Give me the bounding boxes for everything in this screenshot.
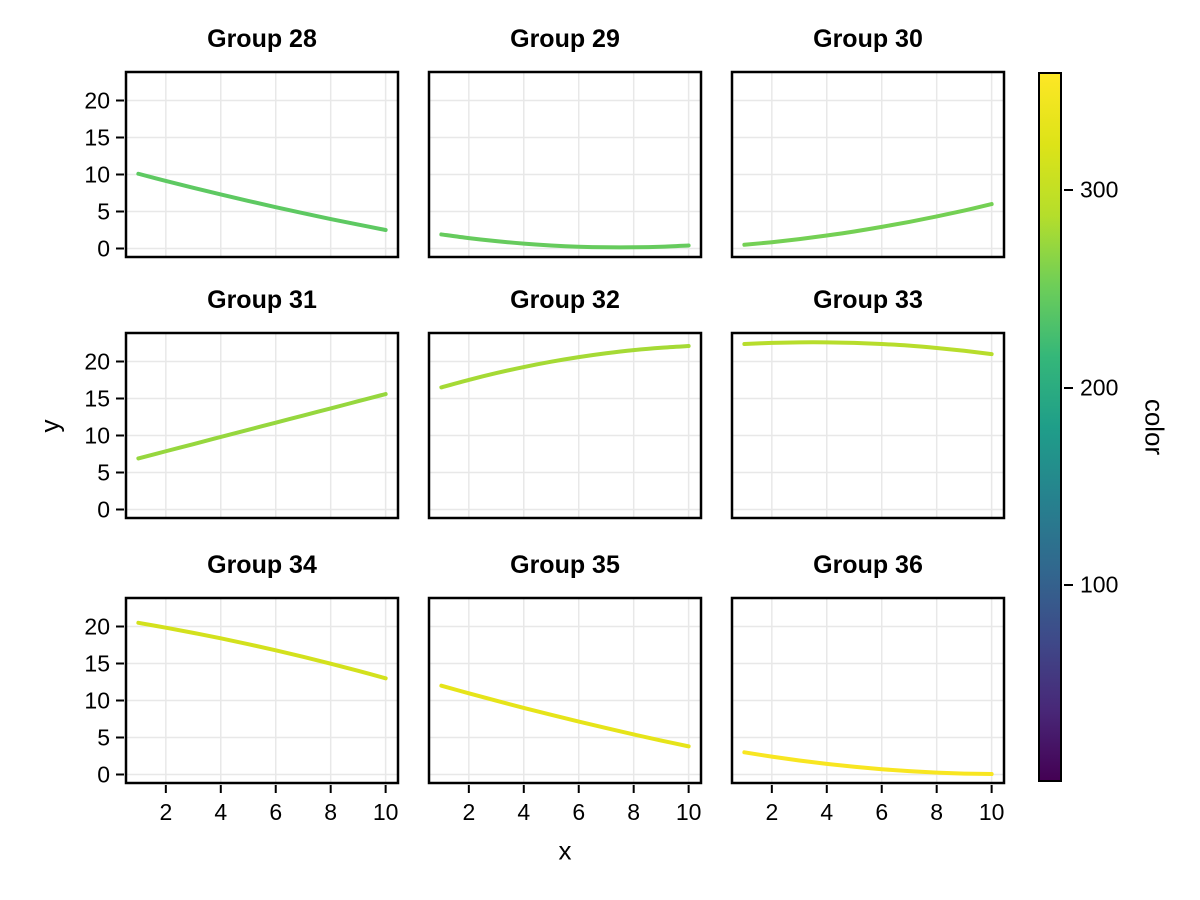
facet-group-32: Group 32 bbox=[427, 286, 703, 520]
facet-title: Group 36 bbox=[813, 551, 923, 579]
facet-panel: 0 5 10 15 20 2 4 6 8 10 bbox=[84, 596, 400, 825]
facet-panel: 2 4 6 8 10 bbox=[730, 596, 1006, 825]
colorbar-label: color bbox=[1139, 398, 1170, 456]
facet-panel bbox=[730, 331, 1006, 520]
facet-group-31: Group 31 0 5 10 15 20 bbox=[84, 286, 400, 522]
panel-border bbox=[427, 70, 703, 259]
facet-title: Group 30 bbox=[813, 25, 923, 53]
y-tick-label: 15 bbox=[84, 650, 110, 676]
panel-border bbox=[730, 596, 1006, 785]
y-tick-label: 10 bbox=[84, 161, 110, 187]
series-line bbox=[136, 171, 388, 232]
x-tick-label: 4 bbox=[517, 799, 530, 825]
x-tick-label: 6 bbox=[572, 799, 585, 825]
panel-border bbox=[730, 331, 1006, 520]
facet-panel: 0 5 10 15 20 bbox=[84, 331, 400, 522]
panel-border bbox=[427, 596, 703, 785]
facet-group-28: Group 28 0 5 10 15 20 bbox=[84, 25, 400, 261]
x-tick-label: 2 bbox=[462, 799, 475, 825]
x-tick-label: 8 bbox=[930, 799, 943, 825]
panel-border bbox=[124, 596, 400, 785]
facet-title: Group 32 bbox=[510, 286, 620, 314]
facet-panel bbox=[427, 331, 703, 520]
colorbar-tick-mark bbox=[1064, 386, 1073, 389]
x-tick-label: 8 bbox=[324, 799, 337, 825]
colorbar-tick-label: 200 bbox=[1080, 374, 1119, 401]
series-line bbox=[439, 232, 691, 250]
colorbar-tick-label: 300 bbox=[1080, 176, 1119, 203]
x-tick-label: 6 bbox=[875, 799, 888, 825]
y-tick-label: 10 bbox=[84, 422, 110, 448]
series-line bbox=[439, 683, 691, 749]
x-axis-label: x bbox=[558, 835, 572, 866]
x-tick-label: 2 bbox=[765, 799, 778, 825]
series-line bbox=[439, 344, 691, 390]
y-tick-label: 10 bbox=[84, 687, 110, 713]
facet-panel bbox=[427, 70, 703, 259]
series-line bbox=[136, 620, 388, 681]
colorbar-tick-mark bbox=[1064, 583, 1073, 586]
panel-border bbox=[730, 70, 1006, 259]
x-tick-label: 6 bbox=[269, 799, 282, 825]
facet-group-36: Group 36 2 4 6 8 10 bbox=[730, 551, 1006, 825]
facet-title: Group 28 bbox=[207, 25, 317, 53]
colorbar-gradient bbox=[1038, 72, 1062, 782]
x-tick-label: 8 bbox=[627, 799, 640, 825]
colorbar-tick-mark bbox=[1064, 189, 1073, 192]
y-tick-label: 0 bbox=[97, 496, 110, 522]
y-tick-label: 0 bbox=[97, 761, 110, 787]
panel-border bbox=[124, 331, 400, 520]
x-tick-label: 10 bbox=[676, 799, 702, 825]
facet-title: Group 31 bbox=[207, 286, 317, 314]
facet-group-33: Group 33 bbox=[730, 286, 1006, 520]
colorbar: color 100 200 300 bbox=[1038, 72, 1200, 782]
facet-title: Group 34 bbox=[207, 551, 317, 579]
y-tick-label: 15 bbox=[84, 124, 110, 150]
facet-group-30: Group 30 bbox=[730, 25, 1006, 259]
facet-title: Group 35 bbox=[510, 551, 620, 579]
y-tick-label: 5 bbox=[97, 724, 110, 750]
x-tick-label: 4 bbox=[214, 799, 227, 825]
facet-title: Group 29 bbox=[510, 25, 620, 53]
series-line bbox=[136, 392, 388, 461]
facet-group-35: Group 35 2 4 6 8 10 bbox=[427, 551, 703, 825]
y-tick-label: 5 bbox=[97, 459, 110, 485]
facet-title: Group 33 bbox=[813, 286, 923, 314]
x-tick-label: 10 bbox=[373, 799, 399, 825]
colorbar-tick-label: 100 bbox=[1080, 571, 1119, 598]
series-line bbox=[742, 202, 994, 247]
y-tick-label: 20 bbox=[84, 613, 110, 639]
y-tick-label: 20 bbox=[84, 87, 110, 113]
facet-group-34: Group 34 0 5 10 15 20 2 4 6 8 10 bbox=[84, 551, 400, 825]
y-tick-label: 20 bbox=[84, 348, 110, 374]
x-tick-label: 10 bbox=[979, 799, 1005, 825]
panel-border bbox=[427, 331, 703, 520]
facet-panel bbox=[730, 70, 1006, 259]
panel-border bbox=[124, 70, 400, 259]
x-tick-label: 2 bbox=[159, 799, 172, 825]
facet-panel: 2 4 6 8 10 bbox=[427, 596, 703, 825]
facet-panel: 0 5 10 15 20 bbox=[84, 70, 400, 261]
y-tick-label: 15 bbox=[84, 385, 110, 411]
x-tick-label: 4 bbox=[820, 799, 833, 825]
y-tick-label: 0 bbox=[97, 235, 110, 261]
y-tick-label: 5 bbox=[97, 198, 110, 224]
facet-group-29: Group 29 bbox=[427, 25, 703, 259]
y-axis-label: y bbox=[34, 419, 65, 433]
series-line bbox=[742, 340, 994, 357]
series-line bbox=[742, 750, 994, 777]
